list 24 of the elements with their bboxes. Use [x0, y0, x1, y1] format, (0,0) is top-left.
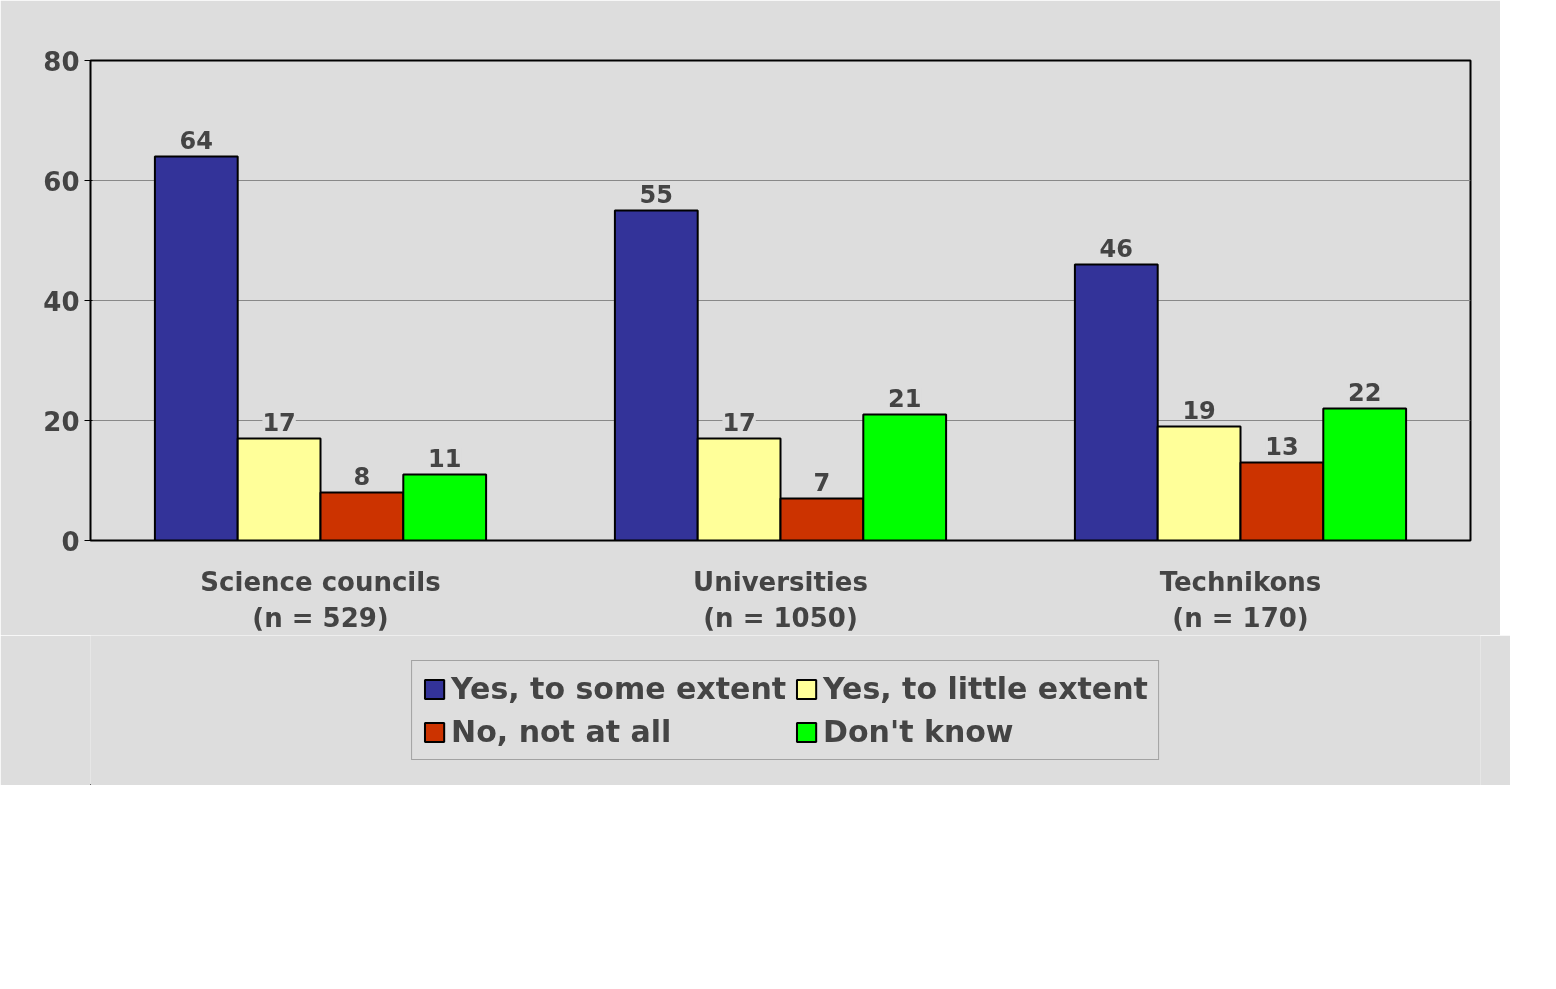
y-tick-label: 20 — [43, 406, 80, 437]
data-label: 11 — [428, 444, 462, 473]
data-label: 64 — [179, 126, 214, 155]
data-label: 55 — [639, 180, 674, 209]
legend-label: Yes, to little extent — [823, 671, 1148, 706]
y-tick-label: 40 — [43, 286, 80, 317]
data-label: 8 — [353, 462, 371, 491]
data-label: 17 — [722, 408, 756, 437]
y-tick-label: 0 — [61, 526, 80, 557]
data-label: 21 — [888, 384, 922, 413]
data-label: 7 — [813, 468, 831, 497]
data-label: 19 — [1182, 396, 1216, 425]
data-label: 17 — [262, 408, 296, 437]
x-tick-label: Universities (n = 1050) — [693, 566, 868, 633]
y-tick-label: 80 — [43, 46, 80, 77]
x-tick-label: Science councils (n = 529) — [200, 566, 441, 633]
legend-label: Don't know — [823, 714, 1014, 749]
data-label: 13 — [1265, 432, 1299, 461]
x-tick-label: Technikons (n = 170) — [1159, 566, 1322, 633]
data-label: 46 — [1099, 234, 1134, 263]
data-label: 22 — [1348, 378, 1382, 407]
legend-label: No, not at all — [451, 714, 672, 749]
legend-label: Yes, to some extent — [451, 671, 787, 706]
y-tick-label: 60 — [43, 166, 80, 197]
